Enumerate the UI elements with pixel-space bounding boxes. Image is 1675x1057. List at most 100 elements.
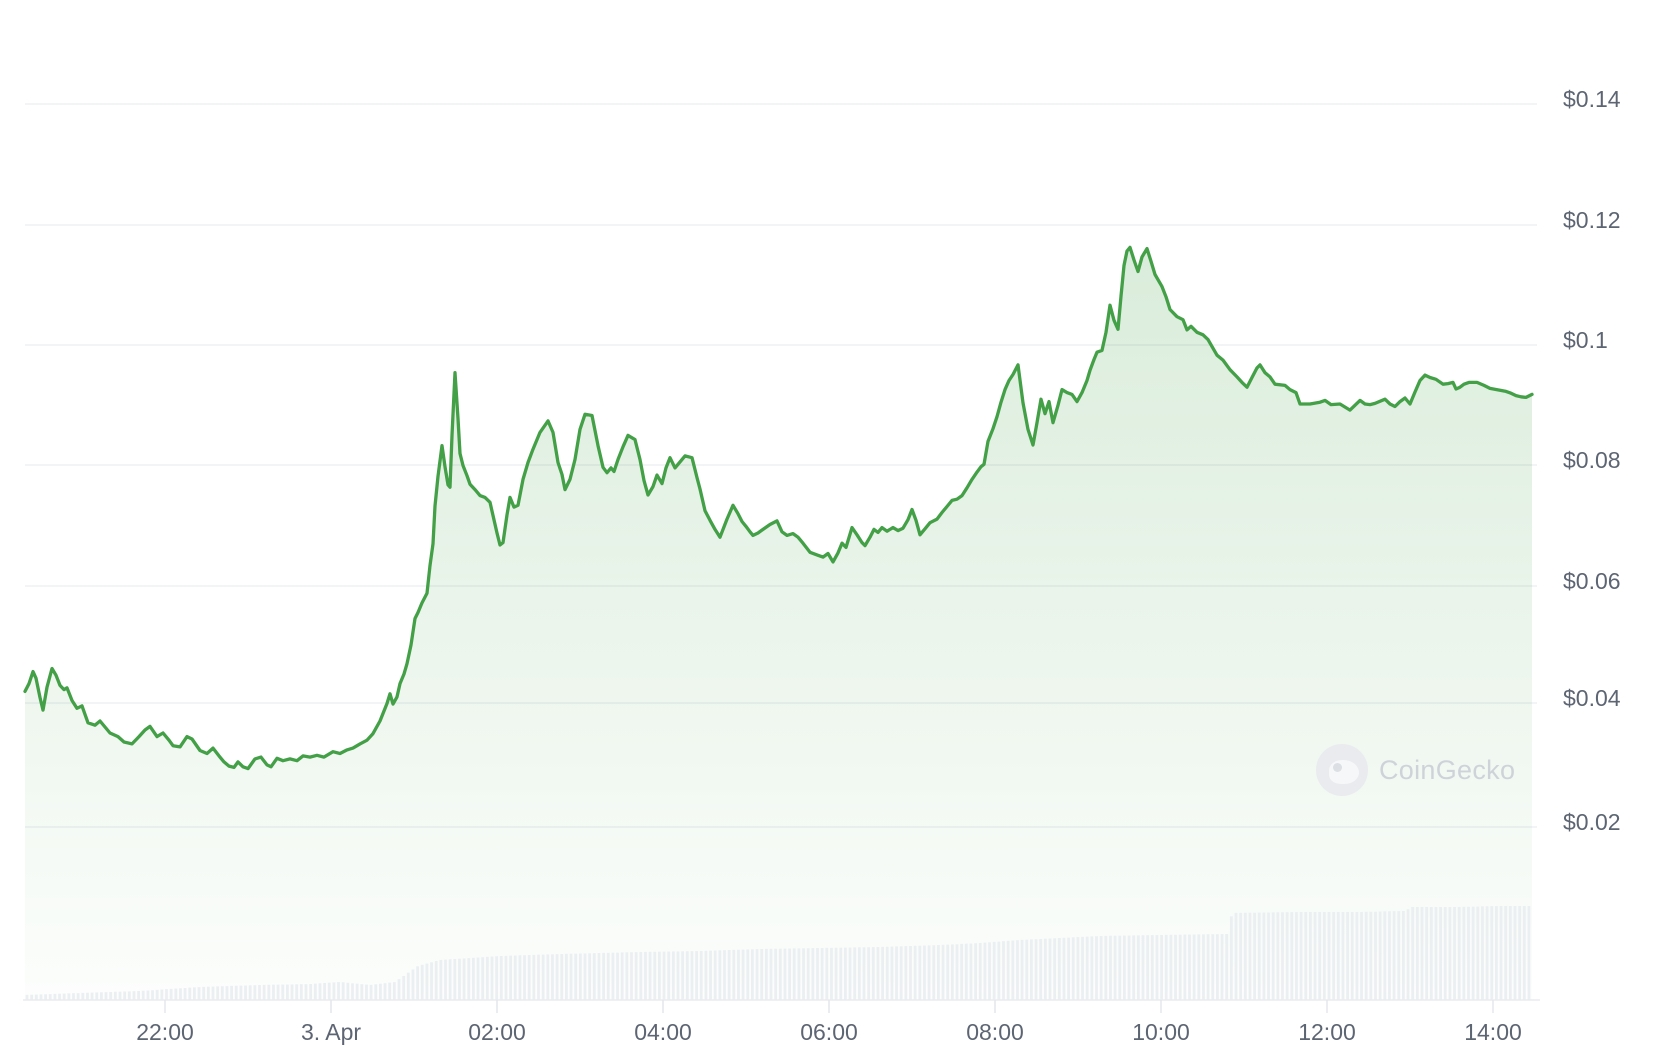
- volume-bar: [988, 942, 991, 1000]
- volume-bar: [1281, 912, 1284, 1000]
- volume-bar: [690, 951, 694, 1000]
- volume-bar: [1322, 912, 1326, 1000]
- volume-bar: [379, 983, 382, 1000]
- volume-bar: [695, 951, 698, 1000]
- volume-bar: [1462, 906, 1466, 1000]
- volume-bar: [699, 951, 703, 1000]
- x-axis-tick-label: 22:00: [136, 1019, 194, 1045]
- volume-bar: [1299, 912, 1303, 1000]
- volume-bar: [295, 984, 299, 1000]
- volume-bar: [839, 947, 843, 1000]
- volume-bar: [406, 972, 410, 1000]
- volume-bar: [913, 945, 917, 1000]
- volume-bar: [602, 952, 605, 1000]
- y-axis-tick-label: $0.12: [1563, 207, 1621, 233]
- volume-bar: [997, 941, 1001, 1000]
- volume-bar: [1011, 940, 1015, 1000]
- volume-bar: [30, 994, 34, 1000]
- volume-bar: [323, 983, 326, 1000]
- volume-bar: [462, 958, 466, 1000]
- volume-bar: [1039, 939, 1043, 1000]
- volume-bar: [1169, 934, 1173, 1000]
- volume-bar: [541, 954, 545, 1000]
- volume-bar: [825, 947, 829, 1000]
- volume-bar: [1476, 906, 1480, 1000]
- volume-bar: [978, 943, 982, 1000]
- volume-bar: [1081, 936, 1084, 1000]
- volume-bar: [1290, 912, 1294, 1000]
- volume-bar: [1006, 940, 1010, 1000]
- volume-bar: [960, 943, 964, 1000]
- volume-bar: [1155, 935, 1159, 1000]
- volume-bar: [1327, 912, 1331, 1000]
- volume-bar: [1220, 934, 1224, 1000]
- volume-bar: [811, 948, 815, 1000]
- volume-bar: [853, 947, 857, 1000]
- volume-bar: [927, 945, 931, 1000]
- volume-bar: [1504, 906, 1508, 1000]
- volume-bar: [1467, 906, 1470, 1000]
- volume-bar: [532, 954, 536, 1000]
- y-axis-tick-label: $0.02: [1563, 809, 1621, 835]
- volume-bar: [592, 953, 596, 1000]
- volume-bar: [509, 955, 512, 1000]
- volume-bar: [188, 987, 192, 1000]
- volume-bar: [1216, 934, 1219, 1000]
- volume-bar: [81, 992, 85, 1000]
- x-axis-tick-label: 04:00: [634, 1019, 692, 1045]
- volume-bar: [1490, 906, 1494, 1000]
- volume-bar: [360, 984, 364, 1000]
- volume-bar: [313, 983, 317, 1000]
- volume-bar: [1513, 906, 1517, 1000]
- volume-bar: [820, 948, 824, 1000]
- volume-bar: [253, 985, 257, 1000]
- volume-bar: [53, 993, 57, 1000]
- volume-bar: [1257, 912, 1261, 1000]
- volume-bar: [1025, 939, 1029, 1000]
- volume-bar: [146, 990, 150, 1000]
- volume-bar: [453, 959, 457, 1000]
- volume-bar: [1113, 935, 1117, 1000]
- volume-bar: [416, 966, 419, 1000]
- volume-bar: [341, 982, 345, 1000]
- volume-bar: [1457, 907, 1461, 1000]
- volume-bar: [969, 943, 973, 1000]
- volume-bar: [1211, 934, 1215, 1000]
- volume-bar: [671, 951, 675, 1000]
- volume-bar: [25, 994, 29, 1000]
- volume-bar: [909, 946, 912, 1000]
- volume-bar: [490, 956, 494, 1000]
- volume-bar: [685, 951, 689, 1000]
- volume-bar: [857, 947, 861, 1000]
- volume-bar: [1053, 938, 1057, 1000]
- volume-bar: [1253, 912, 1256, 1000]
- volume-bar: [890, 946, 894, 1000]
- volume-bar: [434, 961, 438, 1000]
- volume-bar: [1518, 906, 1522, 1000]
- volume-bar: [383, 983, 387, 1000]
- volume-bar: [881, 946, 884, 1000]
- volume-bar: [374, 984, 378, 1000]
- volume-bar: [485, 956, 489, 1000]
- volume-bar: [816, 948, 819, 1000]
- y-axis-labels: $0.14 $0.12 $0.1 $0.08 $0.06 $0.04 $0.02: [1563, 86, 1621, 835]
- y-axis-tick-label: $0.1: [1563, 327, 1608, 353]
- volume-bar: [48, 994, 52, 1000]
- volume-bar: [448, 959, 452, 1000]
- volume-bar: [1062, 937, 1066, 1000]
- volume-bar: [648, 951, 652, 1000]
- volume-bar: [141, 990, 145, 1000]
- volume-bar: [286, 984, 289, 1000]
- volume-bar: [1146, 935, 1150, 1000]
- y-axis-tick-label: $0.14: [1563, 86, 1621, 112]
- volume-bar: [439, 959, 443, 1000]
- volume-bar: [1206, 934, 1210, 1000]
- volume-bar: [578, 953, 582, 1000]
- volume-bar: [1229, 916, 1233, 1000]
- price-line: [23, 245, 1534, 771]
- volume-bar: [1136, 935, 1140, 1000]
- volume-bar: [420, 964, 424, 1000]
- volume-bar: [1360, 912, 1363, 1000]
